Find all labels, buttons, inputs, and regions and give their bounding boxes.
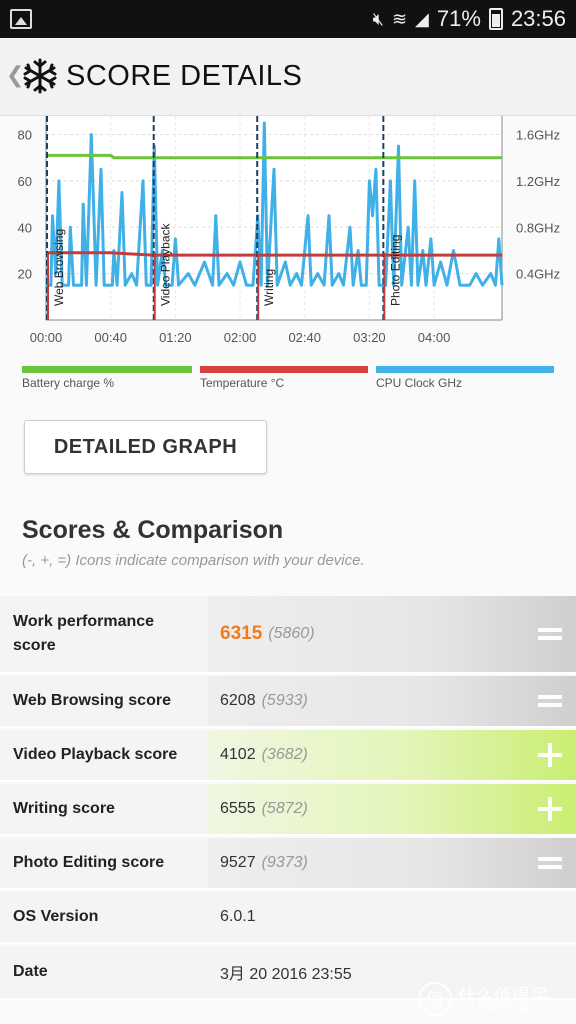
row-compare: (5872) [261,800,308,817]
score-row-writing: Writing score 6555 (5872) [0,784,576,836]
watermark-text: 什么值得买 [458,986,548,1006]
plus-icon [538,743,562,767]
row-value-cell: 6555 (5872) [208,784,576,834]
info-row-date: Date 3月 20 2016 23:55 [0,946,576,1000]
snowflake-icon [23,58,57,94]
status-bar-right: 🔇︎ ≋ ◢ 71% 23:56 [373,0,566,38]
x-tick-label: 00:00 [30,330,63,345]
score-chart: 20 40 60 80 0.4GHz 0.8GHz 1.2GHz 1.6GHz 00:00 00:… [0,116,576,356]
legend-item-battery: Battery charge % [22,366,192,396]
plus-icon [538,797,562,821]
y-right-tick-label: 0.4GHz [516,267,560,282]
y-right-tick-label: 1.2GHz [516,174,560,189]
row-value-cell: 4102 (3682) [208,730,576,780]
legend-swatch-temperature [200,366,368,373]
row-value: 6208 [220,692,256,709]
battery-percent: 71% [436,6,481,31]
y-left-tick-label: 40 [18,220,32,235]
row-label-cell: Work performance score [0,596,208,672]
row-value-cell: 9527 (9373) [208,838,576,888]
row-compare: (5933) [261,692,308,709]
row-value: 6315 [220,623,263,644]
chart-legend: Battery charge % Temperature °C CPU Cloc… [22,366,554,396]
equal-icon [538,689,562,713]
series-battery [46,153,502,160]
segment-label: Video Playback [159,223,173,307]
y-left-tick-label: 60 [18,174,32,189]
row-label: Video Playback score [13,746,178,763]
section-subtitle: (-, +, =) Icons indicate comparison with… [22,552,365,569]
row-label-cell: Writing score [0,784,208,834]
score-row-web-browsing: Web Browsing score 6208 (5933) [0,676,576,728]
row-label: Photo Editing score [13,854,165,871]
equal-icon [538,851,562,875]
segment-label: Photo Editing [388,235,402,306]
segment-label: Web Browsing [52,229,66,306]
battery-icon [488,8,503,30]
segment-label: Writing [262,269,276,306]
row-label: Web Browsing score [13,692,171,709]
x-tick-label: 04:00 [418,330,451,345]
legend-swatch-cpu [376,366,554,373]
row-label-cell: Photo Editing score [0,838,208,888]
row-label: Writing score [13,800,115,817]
section-title: Scores & Comparison [22,516,284,544]
row-compare: (9373) [261,854,308,871]
row-label: OS Version [13,908,99,925]
row-value-cell: 6.0.1 [208,892,576,942]
info-row-os-version: OS Version 6.0.1 [0,892,576,944]
x-tick-label: 03:20 [353,330,386,345]
row-label: Date [13,963,48,980]
x-tick-label: 02:40 [288,330,321,345]
legend-swatch-battery [22,366,192,373]
y-left-tick-label: 20 [18,267,32,282]
chart-svg: 20 40 60 80 0.4GHz 0.8GHz 1.2GHz 1.6GHz 00:00 00:… [18,116,560,345]
image-icon [10,9,32,29]
watermark-sub: SMZDM.COM [458,1004,530,1015]
mute-icon: 🔇︎ [372,8,384,29]
row-value: 9527 [220,854,256,871]
series-cpu-clock [46,121,504,287]
row-compare: (3682) [261,746,308,763]
y-right-tick-label: 1.6GHz [516,128,560,143]
row-label-cell: Video Playback score [0,730,208,780]
score-row-photo-editing: Photo Editing score 9527 (9373) [0,838,576,890]
equal-icon [538,622,562,646]
legend-item-cpu: CPU Clock GHz [376,366,554,396]
row-label-cell: Web Browsing score [0,676,208,726]
detailed-graph-button[interactable]: DETAILED GRAPH [24,420,267,474]
x-tick-label: 00:40 [94,330,127,345]
legend-label-battery: Battery charge % [22,376,115,390]
page-title: SCORE DETAILS [66,60,303,92]
series-temperature [46,251,502,257]
row-value-cell: 3月 20 2016 23:55 [208,946,576,998]
status-bar: 🔇︎ ≋ ◢ 71% 23:56 [0,0,576,38]
watermark-logo: 值 [418,982,452,1016]
x-tick-label: 01:20 [159,330,192,345]
legend-label-temperature: Temperature °C [200,376,285,390]
wifi-icon: ≋ [391,8,408,29]
row-value-cell: 6208 (5933) [208,676,576,726]
row-value-cell: 6315 (5860) [208,596,576,672]
row-label-cell: OS Version [0,892,208,942]
back-icon[interactable]: ❮ [6,62,25,87]
row-value: 3月 20 2016 23:55 [220,966,352,983]
x-tick-label: 02:00 [224,330,257,345]
y-left-tick-label: 80 [18,128,32,143]
watermark: 值 什么值得买 SMZDM.COM [418,980,568,1020]
legend-label-cpu: CPU Clock GHz [376,376,463,390]
score-row-video-playback: Video Playback score 4102 (3682) [0,730,576,782]
signal-icon: ◢ [415,8,429,29]
status-time: 23:56 [510,6,566,31]
app-bar: ❮ SCORE DETAILS [0,38,576,116]
row-label: Work performance score [13,613,155,654]
row-value: 4102 [220,746,256,763]
row-label-cell: Date [0,946,208,998]
row-compare: (5860) [268,625,315,642]
y-right-tick-label: 0.8GHz [516,220,560,235]
legend-item-temperature: Temperature °C [200,366,368,396]
score-row-work-performance: Work performance score 6315 (5860) [0,596,576,674]
row-value: 6555 [220,800,256,817]
row-value: 6.0.1 [220,908,256,925]
